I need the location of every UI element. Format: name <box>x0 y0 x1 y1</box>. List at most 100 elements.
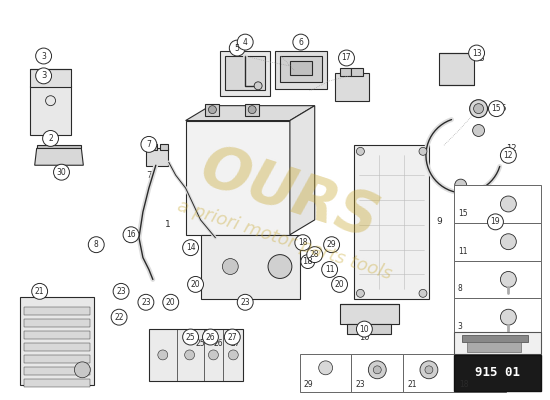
Bar <box>454 260 541 298</box>
Text: 23: 23 <box>240 298 250 307</box>
Circle shape <box>419 147 427 155</box>
Circle shape <box>356 289 364 297</box>
Circle shape <box>356 321 372 337</box>
Text: 19: 19 <box>496 220 506 229</box>
Bar <box>354 145 429 299</box>
Bar <box>351 68 364 76</box>
Text: 30: 30 <box>53 171 64 180</box>
Text: a priori motor parts tools: a priori motor parts tools <box>175 196 394 283</box>
Circle shape <box>183 329 199 345</box>
Bar <box>300 354 351 392</box>
Text: 25: 25 <box>196 340 205 348</box>
Bar <box>454 332 541 354</box>
Circle shape <box>455 179 466 191</box>
Circle shape <box>113 284 129 299</box>
Text: 6: 6 <box>298 38 304 48</box>
Circle shape <box>322 262 338 278</box>
Circle shape <box>500 272 516 287</box>
Text: 7: 7 <box>146 140 151 149</box>
Text: 5: 5 <box>235 44 240 52</box>
Text: 20: 20 <box>166 298 175 307</box>
Text: 915 01: 915 01 <box>475 366 520 379</box>
Text: 12: 12 <box>507 144 517 153</box>
Text: 20: 20 <box>191 280 200 289</box>
Text: 4: 4 <box>243 38 248 47</box>
Text: 13: 13 <box>472 48 481 58</box>
Text: 2: 2 <box>48 143 53 152</box>
Bar <box>454 185 541 223</box>
Circle shape <box>185 350 195 360</box>
Circle shape <box>356 147 364 155</box>
Bar <box>24 307 90 315</box>
Bar <box>280 56 322 82</box>
Circle shape <box>268 255 292 278</box>
Text: 29: 29 <box>304 380 313 389</box>
Circle shape <box>323 237 339 253</box>
Bar <box>30 86 72 136</box>
Text: 9: 9 <box>436 217 442 226</box>
Bar <box>439 53 474 85</box>
Text: 17: 17 <box>341 56 352 66</box>
Circle shape <box>123 227 139 243</box>
Bar <box>30 69 72 87</box>
Circle shape <box>36 68 52 84</box>
Bar <box>339 68 351 76</box>
Text: 3: 3 <box>458 322 463 331</box>
Text: OURS: OURS <box>194 140 386 250</box>
Circle shape <box>248 106 256 114</box>
Bar <box>24 343 90 351</box>
Circle shape <box>111 309 127 325</box>
Bar <box>201 235 300 299</box>
Circle shape <box>295 235 311 251</box>
Bar <box>206 104 219 116</box>
Text: 12: 12 <box>504 151 513 160</box>
Text: 27: 27 <box>230 340 240 348</box>
Text: 1: 1 <box>165 220 170 229</box>
Text: 30: 30 <box>57 168 67 177</box>
Text: 7: 7 <box>146 171 152 180</box>
Circle shape <box>222 258 238 274</box>
Bar <box>146 148 168 166</box>
Bar <box>454 298 541 336</box>
Text: 23: 23 <box>355 380 365 389</box>
Bar <box>24 367 90 375</box>
Text: 2: 2 <box>48 134 53 143</box>
Text: 26: 26 <box>206 332 215 342</box>
Circle shape <box>32 284 48 299</box>
Bar <box>149 144 157 150</box>
Circle shape <box>339 50 354 66</box>
Circle shape <box>373 366 381 374</box>
Text: 18: 18 <box>298 238 307 247</box>
Circle shape <box>228 350 238 360</box>
Circle shape <box>332 276 348 292</box>
Circle shape <box>307 247 323 262</box>
Polygon shape <box>37 145 81 148</box>
Text: 15: 15 <box>492 104 501 113</box>
Text: 28: 28 <box>310 250 320 259</box>
Circle shape <box>43 130 58 146</box>
Text: 23: 23 <box>116 287 126 296</box>
Text: 18: 18 <box>459 380 468 389</box>
Bar <box>226 56 265 90</box>
Bar <box>348 324 391 334</box>
Bar <box>24 319 90 327</box>
Bar <box>24 379 90 387</box>
Bar <box>245 104 259 116</box>
Circle shape <box>500 309 516 325</box>
Circle shape <box>202 329 218 345</box>
Circle shape <box>229 40 245 56</box>
Circle shape <box>254 82 262 90</box>
Polygon shape <box>290 106 315 235</box>
Bar <box>24 331 90 339</box>
Circle shape <box>474 361 487 375</box>
Text: 13: 13 <box>474 54 484 64</box>
Polygon shape <box>35 148 84 165</box>
Circle shape <box>163 294 179 310</box>
Bar <box>455 354 507 392</box>
Text: 10: 10 <box>360 324 369 334</box>
Circle shape <box>500 234 516 250</box>
Text: 3: 3 <box>41 52 46 60</box>
Circle shape <box>420 361 438 379</box>
Text: 15: 15 <box>497 104 507 113</box>
Text: 19: 19 <box>491 217 501 226</box>
